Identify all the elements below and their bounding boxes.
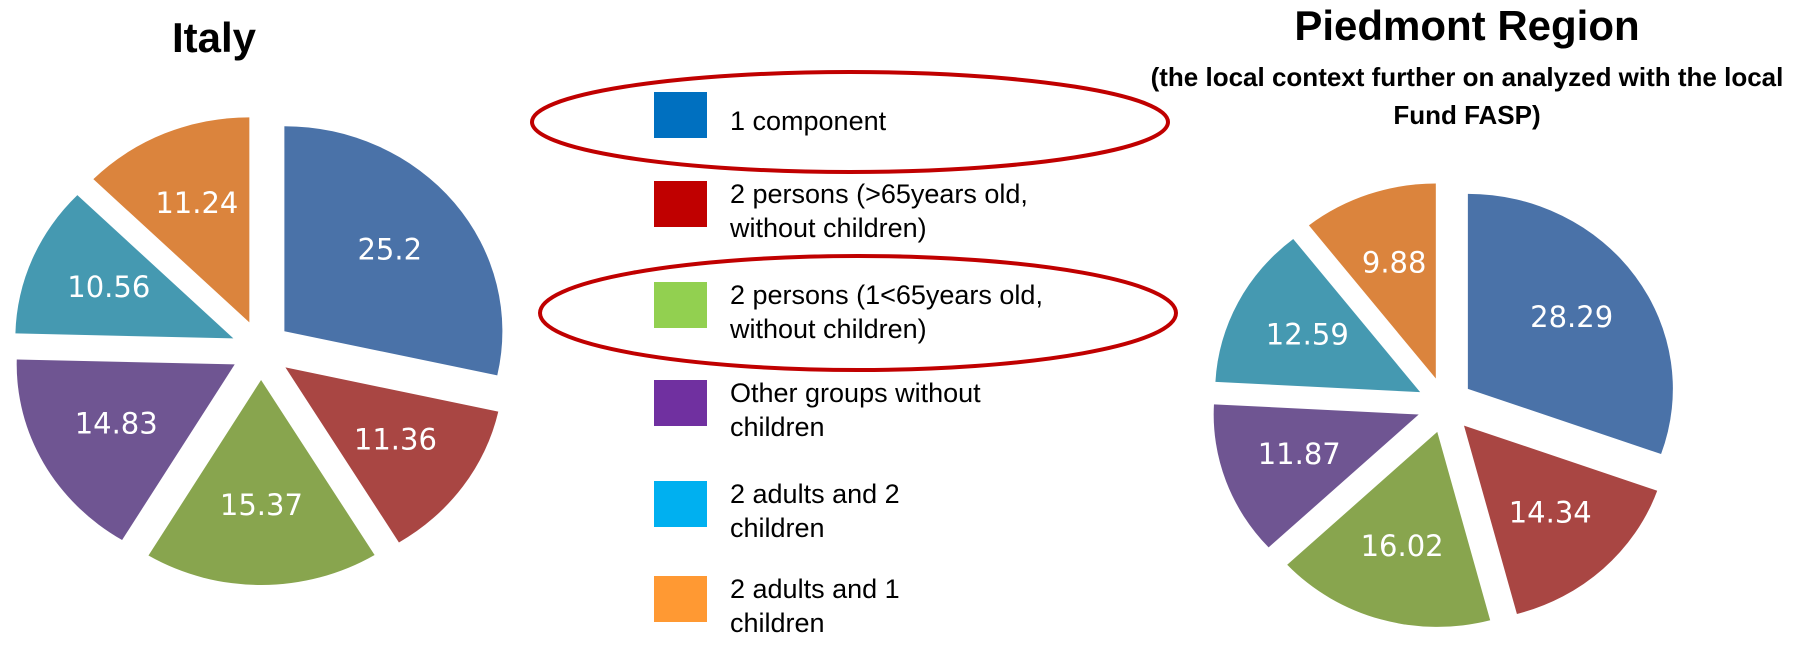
legend-swatch xyxy=(654,576,707,622)
legend-label: Other groups without children xyxy=(730,378,981,442)
legend-swatch xyxy=(654,181,707,227)
pie-slice xyxy=(15,195,234,339)
slice-label: 15.37 xyxy=(220,488,303,522)
chart-title: Piedmont Region xyxy=(1294,2,1640,49)
legend-label: 2 adults and 2 children xyxy=(730,479,900,543)
pie-slice xyxy=(16,359,235,540)
legend-swatch xyxy=(654,92,707,138)
legend-swatch xyxy=(654,481,707,527)
slice-label: 11.36 xyxy=(354,422,437,456)
legend-swatch xyxy=(654,282,707,328)
legend-label: 2 adults and 1 children xyxy=(730,574,900,638)
pie-slice xyxy=(1213,404,1419,548)
pie-slice xyxy=(1308,183,1436,379)
chart-title: Italy xyxy=(171,14,257,61)
slice-label: 25.2 xyxy=(357,233,422,267)
pie-slice xyxy=(1215,238,1421,393)
legend-swatch xyxy=(654,380,707,426)
slice-label: 28.29 xyxy=(1530,300,1613,334)
slice-label: 16.02 xyxy=(1361,529,1444,563)
slice-label: 10.56 xyxy=(67,270,150,304)
legend-label: 1 component xyxy=(730,106,887,136)
slice-label: 14.34 xyxy=(1509,495,1592,529)
pie-slice xyxy=(148,379,375,585)
legend-label: 2 persons (>65years old, without childre… xyxy=(730,179,1028,243)
slice-label: 11.24 xyxy=(155,186,238,220)
slice-label: 11.87 xyxy=(1258,437,1341,471)
pie-slice xyxy=(1463,425,1658,614)
pie-slice xyxy=(1287,431,1491,627)
pie-slice xyxy=(284,126,503,376)
pie-slice xyxy=(285,367,499,543)
chart-subtitle: (the local context further on analyzed w… xyxy=(1150,62,1784,130)
slice-label: 9.88 xyxy=(1362,245,1427,279)
legend-label: 2 persons (1<65years old, without childr… xyxy=(730,280,1043,344)
slice-label: 12.59 xyxy=(1266,318,1349,352)
pie-slice xyxy=(1467,193,1673,455)
pie-slice xyxy=(93,117,250,323)
slice-label: 14.83 xyxy=(75,407,158,441)
